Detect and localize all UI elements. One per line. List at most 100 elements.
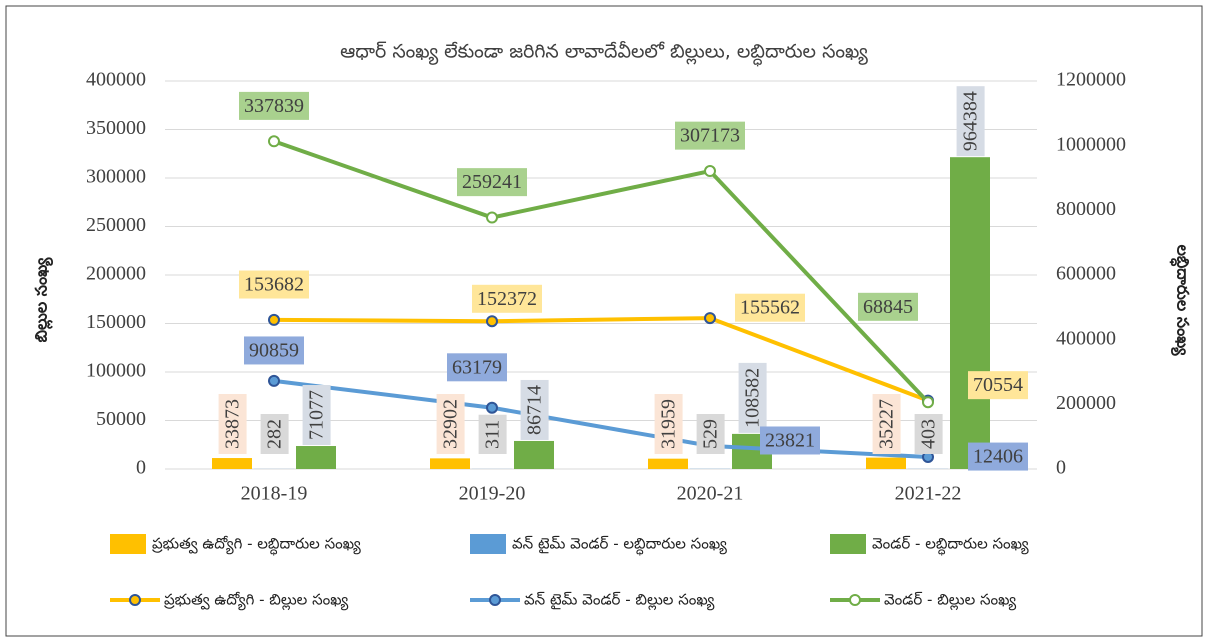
data-label: 71077 [302, 385, 331, 446]
data-label: 31959 [654, 394, 683, 454]
y-tick-label: 0 [136, 457, 146, 479]
legend-label: ప్రభుత్వ ఉద్యోగి - బిల్లుల సంఖ్య [164, 591, 349, 611]
data-label-box [244, 336, 304, 365]
line-marker [268, 313, 280, 326]
y2-tick-label: 800000 [1056, 198, 1116, 220]
data-label: 12406 [968, 442, 1028, 471]
bar [212, 458, 252, 469]
data-label: 32902 [436, 394, 465, 454]
line [273, 139, 930, 404]
data-label-box [457, 168, 527, 197]
x-tick-label: 2021-22 [895, 483, 962, 505]
line [273, 316, 929, 403]
y-axis-title: బిల్లుల సంఖ్య [32, 257, 54, 342]
legend-label: వెండర్ - బిల్లుల సంఖ్య [884, 591, 1016, 611]
data-label-text: 259241 [462, 171, 522, 193]
data-label-box [858, 292, 918, 321]
data-label: 282 [260, 414, 289, 454]
y-tick-label: 350000 [86, 117, 146, 139]
bar [296, 446, 336, 469]
data-label-text: 337839 [244, 95, 304, 117]
data-label-box [968, 371, 1028, 400]
data-label: 152372 [472, 284, 542, 313]
data-label: 964384 [956, 86, 985, 157]
data-label: 307173 [675, 121, 745, 150]
y2-tick-label: 600000 [1056, 263, 1116, 285]
data-label: 337839 [239, 91, 309, 120]
y-tick-label: 150000 [86, 311, 146, 333]
data-label: 155562 [735, 293, 805, 322]
data-label-text: 307173 [680, 125, 740, 147]
data-label-box [696, 414, 725, 454]
data-label-box [520, 379, 549, 440]
data-label: 33873 [218, 394, 247, 454]
data-label-text: 403 [918, 419, 940, 449]
bar [514, 440, 554, 469]
data-label-text: 23821 [765, 429, 815, 451]
y-tick-label: 300000 [86, 166, 146, 188]
data-label: 108582 [738, 362, 767, 433]
data-label-box [239, 270, 309, 299]
data-label-box [302, 385, 331, 446]
data-label-box [872, 394, 901, 454]
data-label-box [968, 442, 1028, 471]
data-label: 153682 [239, 270, 309, 299]
data-label-text: 70554 [973, 374, 1023, 396]
x-tick-label: 2018-19 [241, 483, 308, 505]
data-label-box [654, 394, 683, 454]
legend-marker [129, 594, 141, 606]
y2-tick-label: 400000 [1056, 327, 1116, 349]
data-label-text: 155562 [740, 297, 800, 319]
data-label-text: 32902 [440, 399, 462, 449]
data-label-box [472, 284, 542, 313]
data-label: 529 [696, 414, 725, 454]
y2-tick-label: 0 [1056, 457, 1066, 479]
data-label-text: 153682 [244, 274, 304, 296]
legend-label: వెండర్ - లబ్ధిదారుల సంఖ్య [872, 535, 1029, 556]
data-label-text: 90859 [249, 339, 299, 361]
data-label: 35227 [872, 394, 901, 454]
data-label-box [478, 414, 507, 454]
y-tick-label: 400000 [86, 69, 146, 91]
bar [648, 458, 688, 469]
data-label-text: 33873 [222, 399, 244, 449]
data-label-text: 108582 [742, 368, 764, 428]
data-label-box [760, 426, 820, 455]
line-marker [486, 315, 498, 328]
legend-label: వన్ టైమ్ వెండర్ - లబ్ధిదారుల సంఖ్య [512, 535, 727, 556]
line-marker [268, 135, 280, 148]
data-label-box [675, 121, 745, 150]
data-label-text: 71077 [306, 390, 328, 440]
data-label: 70554 [968, 371, 1028, 400]
line-marker [922, 396, 934, 409]
legend-swatch [110, 534, 146, 554]
line-marker [704, 165, 716, 178]
data-label-box [735, 293, 805, 322]
data-label: 63179 [447, 353, 507, 382]
data-label-box [447, 353, 507, 382]
data-label-text: 282 [264, 419, 286, 449]
data-label-box [260, 414, 289, 454]
data-label-text: 311 [482, 420, 504, 449]
y2-tick-label: 200000 [1056, 392, 1116, 414]
data-label-text: 31959 [658, 399, 680, 449]
data-label-box [436, 394, 465, 454]
data-label: 90859 [244, 336, 304, 365]
data-label-box [218, 394, 247, 454]
chart-title: ఆధార్ సంఖ్య లేకుండా జరిగిన లావాదేవీలలో బ… [340, 41, 868, 67]
legend-label: ప్రభుత్వ ఉద్యోగి - లబ్ధిదారుల సంఖ్య [152, 535, 361, 556]
legend-label: వన్ టైమ్ వెండర్ - బిల్లుల సంఖ్య [524, 591, 714, 611]
data-label: 86714 [520, 379, 549, 440]
line-marker [268, 374, 280, 387]
data-label: 403 [914, 414, 943, 454]
data-label-box [738, 362, 767, 433]
y-tick-label: 250000 [86, 214, 146, 236]
bar [866, 457, 906, 469]
legend-swatch [470, 534, 506, 554]
legend-marker [489, 594, 501, 606]
data-label-text: 68845 [863, 296, 913, 318]
line-marker [704, 312, 716, 325]
data-label-text: 35227 [876, 399, 898, 449]
data-label-text: 152372 [477, 288, 537, 310]
